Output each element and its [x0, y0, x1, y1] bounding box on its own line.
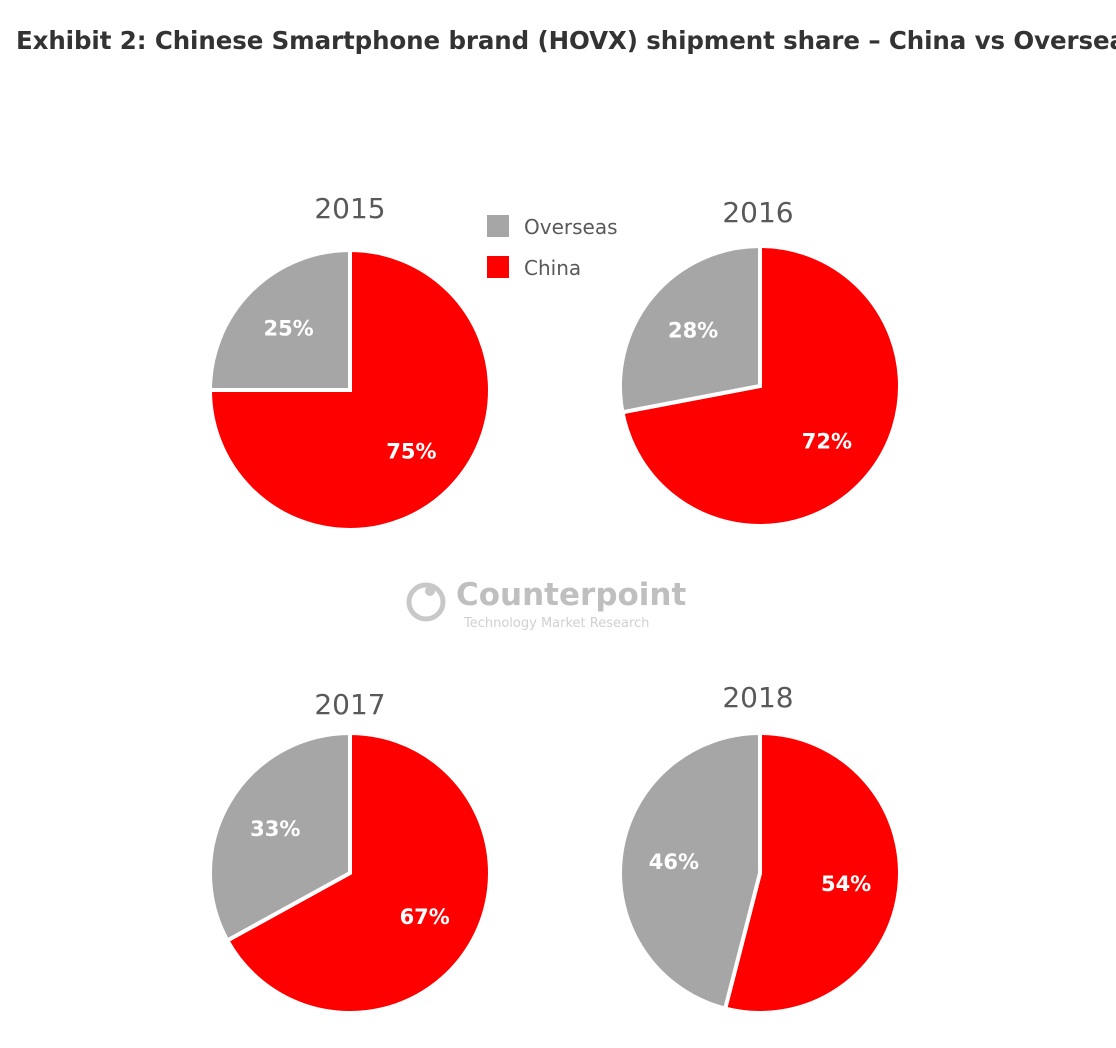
data-label-overseas-2017: 33%: [250, 817, 300, 841]
slice-china-2017: [224, 730, 492, 1015]
year-label-2016: 2016: [722, 196, 793, 229]
data-label-china-2018: 54%: [821, 872, 871, 896]
watermark-tagline: Technology Market Research: [463, 616, 649, 631]
pie-2017: 2017 67% 33%: [208, 688, 492, 1015]
legend: Overseas China: [487, 215, 618, 280]
data-label-overseas-2018: 46%: [649, 850, 699, 874]
legend-swatch-china: [487, 256, 509, 278]
pies-group: 2015 75% 25% 2016 72% 28% 2017 67% 33% 2018 54% 46%: [207, 192, 902, 1015]
data-label-china-2017: 67%: [400, 905, 450, 929]
legend-label-overseas: Overseas: [524, 215, 618, 239]
legend-swatch-overseas: [487, 215, 509, 237]
pie-2016: 2016 72% 28%: [618, 196, 902, 528]
watermark-name: Counterpoint: [456, 577, 687, 613]
counterpoint-watermark: Counterpoint Technology Market Research: [406, 577, 687, 631]
data-label-overseas-2016: 28%: [668, 319, 718, 343]
year-label-2015: 2015: [314, 192, 385, 225]
pie-2018: 2018 54% 46%: [618, 681, 902, 1015]
data-label-china-2015: 75%: [386, 439, 436, 463]
slice-china-2015: [207, 247, 492, 532]
pie-2015: 2015 75% 25%: [207, 192, 492, 532]
year-label-2017: 2017: [314, 688, 385, 721]
slice-china-2018: [722, 730, 902, 1015]
year-label-2018: 2018: [722, 681, 793, 714]
data-label-china-2016: 72%: [802, 429, 852, 453]
data-label-overseas-2015: 25%: [263, 317, 313, 341]
chart-title: Exhibit 2: Chinese Smartphone brand (HOV…: [16, 26, 1116, 55]
slice-overseas-2016: [618, 243, 762, 415]
slice-overseas-2018: [618, 730, 762, 1012]
counterpoint-logo-icon: [406, 582, 446, 622]
legend-label-china: China: [524, 256, 581, 280]
slice-overseas-2017: [208, 730, 352, 944]
slice-overseas-2015: [207, 247, 352, 392]
